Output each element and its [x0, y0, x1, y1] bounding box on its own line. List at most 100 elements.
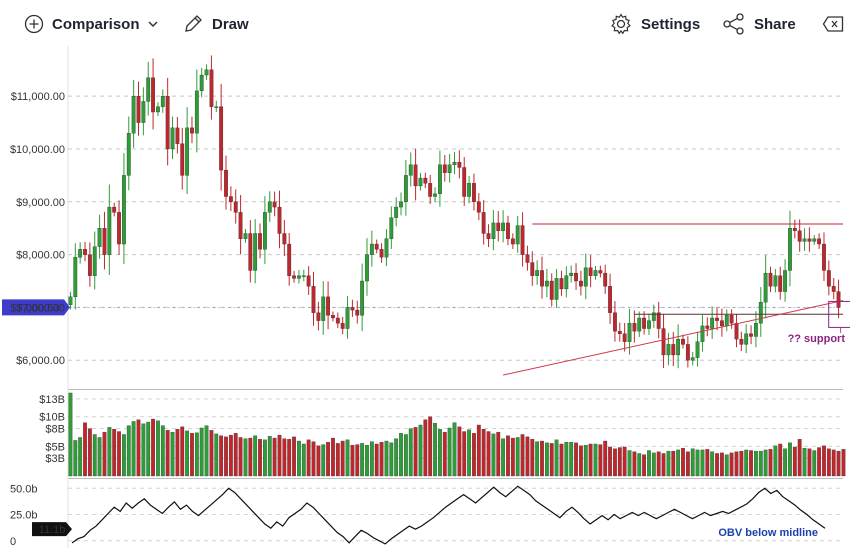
- volume-bar: [676, 449, 681, 477]
- candle-body: [802, 238, 807, 242]
- volume-bar: [151, 418, 155, 477]
- volume-bar: [287, 439, 292, 477]
- candle: [637, 311, 642, 338]
- candle-body: [836, 291, 841, 308]
- candle: [408, 152, 413, 187]
- volume-bar: [593, 443, 598, 477]
- candle-body: [374, 243, 379, 250]
- candle: [209, 55, 214, 120]
- volume-bar: [617, 447, 622, 477]
- candle-body: [136, 96, 141, 123]
- volume-bar: [399, 433, 403, 477]
- candle: [695, 331, 700, 367]
- candle: [685, 336, 690, 368]
- volume-bar: [622, 446, 627, 477]
- candle: [379, 243, 384, 263]
- candle: [418, 172, 423, 191]
- draw-button[interactable]: Draw: [182, 10, 249, 38]
- volume-bar: [476, 424, 481, 477]
- candle: [797, 219, 802, 252]
- volume-series: [68, 392, 846, 477]
- candle-body: [316, 312, 321, 321]
- candle: [146, 61, 151, 116]
- obv-tick-label: 0: [10, 536, 16, 548]
- candle-body: [326, 296, 330, 316]
- comparison-button[interactable]: Comparison: [24, 10, 160, 38]
- candle-body: [165, 96, 170, 150]
- candle-body: [238, 212, 243, 239]
- volume-bar: [228, 434, 233, 477]
- candle-body: [102, 228, 107, 255]
- candle: [83, 241, 87, 262]
- candle: [442, 154, 447, 182]
- candle-body: [160, 96, 165, 107]
- price-tick-label: $10,000.00: [10, 144, 65, 156]
- plus-circle-icon: [24, 14, 44, 34]
- candle: [622, 322, 627, 352]
- volume-bar: [423, 419, 428, 477]
- candle: [812, 234, 817, 245]
- candle: [384, 229, 389, 266]
- share-button[interactable]: Share: [722, 10, 796, 38]
- volume-bar: [559, 443, 564, 477]
- volume-bar: [564, 442, 569, 477]
- candle-body: [758, 301, 763, 324]
- candle: [525, 245, 530, 271]
- chart-annotations: ?? support $7,000.53 11.1b OBV below midlin…: [2, 223, 850, 539]
- candle: [369, 230, 374, 267]
- candle: [175, 116, 180, 154]
- volume-bar: [642, 454, 647, 477]
- candle: [540, 256, 544, 299]
- volume-bar: [126, 425, 131, 477]
- candle-body: [248, 233, 253, 271]
- draw-label: Draw: [212, 15, 249, 33]
- candle-body: [350, 307, 355, 311]
- close-button[interactable]: [822, 10, 850, 38]
- candle-body: [627, 323, 632, 342]
- obv-current-tag: [32, 522, 72, 537]
- candle: [102, 211, 107, 270]
- candle-body: [190, 127, 194, 134]
- candle-body: [520, 225, 525, 255]
- candle-body: [369, 243, 374, 255]
- candle: [194, 69, 199, 153]
- candle-body: [438, 164, 442, 195]
- volume-bar: [68, 392, 73, 477]
- candle: [501, 210, 506, 243]
- candle: [165, 77, 170, 166]
- candle-body: [97, 228, 102, 247]
- candle: [403, 159, 408, 216]
- candle: [301, 269, 306, 282]
- candle-body: [593, 270, 598, 276]
- candle-body: [107, 206, 112, 255]
- volume-bar: [792, 446, 797, 477]
- candle: [739, 331, 744, 351]
- volume-bar: [258, 439, 262, 477]
- candle-body: [301, 275, 306, 277]
- candle-body: [695, 341, 700, 358]
- volume-bar: [467, 429, 471, 477]
- candle: [413, 148, 418, 201]
- volume-bar: [525, 436, 530, 477]
- candle-body: [496, 222, 501, 231]
- settings-button[interactable]: Settings: [609, 10, 700, 38]
- volume-bar: [180, 426, 185, 477]
- candle: [608, 273, 612, 325]
- candle-body: [467, 183, 471, 197]
- volume-bar: [301, 443, 306, 477]
- volume-bar: [647, 450, 651, 477]
- candle: [287, 232, 292, 286]
- candle-body: [608, 286, 612, 313]
- volume-bar: [340, 440, 345, 477]
- candle: [151, 58, 155, 130]
- candle-body: [817, 238, 822, 245]
- volume-bar: [822, 445, 826, 477]
- volume-bar: [365, 445, 369, 477]
- candle-body: [831, 286, 836, 292]
- candle: [282, 220, 287, 257]
- candle: [428, 174, 433, 205]
- volume-bar: [788, 442, 792, 477]
- candle: [112, 202, 117, 217]
- candle: [204, 64, 209, 80]
